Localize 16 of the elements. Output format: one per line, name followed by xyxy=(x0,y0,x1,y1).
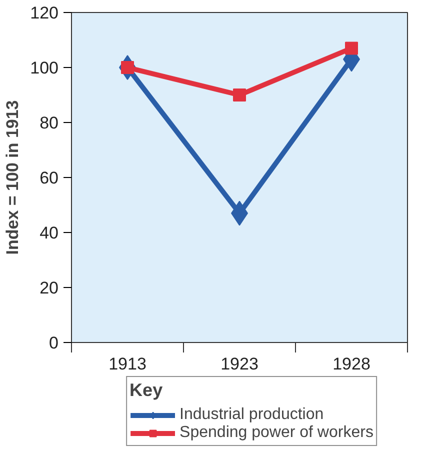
y-tick-label: 100 xyxy=(30,58,59,78)
y-axis-title: Index = 100 in 1913 xyxy=(3,100,22,255)
legend-label: Spending power of workers xyxy=(180,424,374,442)
y-tick-label: 40 xyxy=(40,224,59,242)
legend-title: Key xyxy=(130,380,164,401)
y-tick-label: 80 xyxy=(40,114,59,132)
legend-label: Industrial production xyxy=(180,406,324,424)
y-tick-label: 120 xyxy=(30,4,59,22)
point xyxy=(345,42,358,55)
x-tick-label: 1913 xyxy=(108,354,146,374)
x-tick-label: 1923 xyxy=(220,354,258,374)
y-tick-label: 0 xyxy=(49,334,59,352)
y-tick-label: 60 xyxy=(40,168,59,188)
x-tick-label: 1928 xyxy=(332,354,370,374)
point xyxy=(233,88,246,102)
y-tick-label: 20 xyxy=(40,278,59,298)
